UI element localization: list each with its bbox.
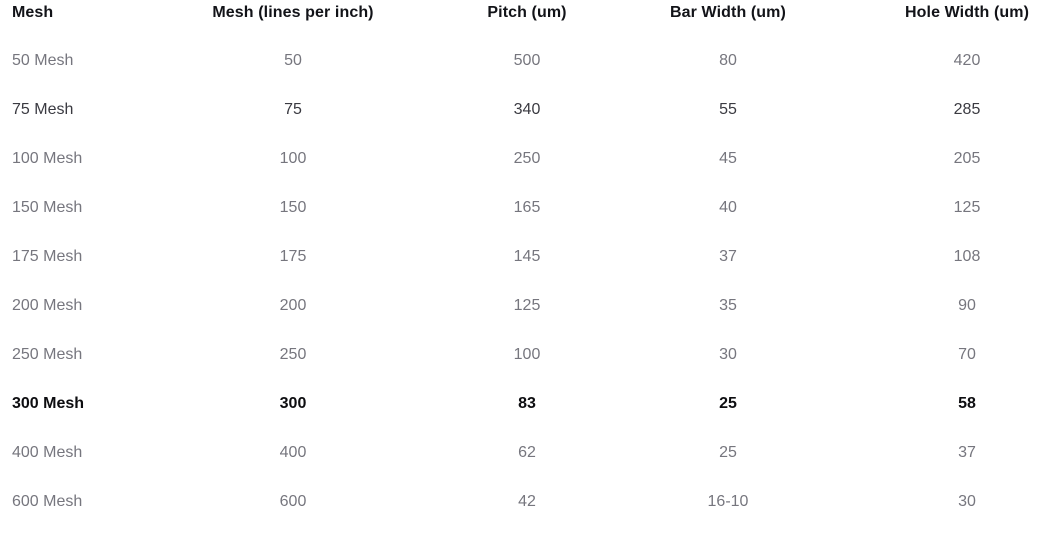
table-cell: 340 (513, 101, 541, 118)
table-cell: 100 (513, 346, 541, 363)
column-header-bar-width: Bar Width (um) (670, 4, 786, 21)
row-label: 75 Mesh (12, 101, 74, 118)
table-cell: 30 (719, 346, 737, 363)
table-cell: 40 (719, 199, 737, 216)
table-cell: 25 (719, 444, 737, 461)
table-cell: 285 (953, 101, 981, 118)
table-cell: 300 (279, 395, 307, 412)
table-cell: 62 (518, 444, 536, 461)
table-cell: 250 (513, 150, 541, 167)
mesh-specification-table: Mesh Mesh (lines per inch) Pitch (um) Ba… (0, 4, 1040, 526)
row-label: 150 Mesh (12, 199, 83, 216)
table-cell: 37 (719, 248, 737, 265)
table-row: 300 Mesh 300 83 25 58 (0, 379, 1040, 428)
table-cell: 500 (513, 52, 541, 69)
table-row: 200 Mesh 200 125 35 90 (0, 281, 1040, 330)
table-row: 100 Mesh 100 250 45 205 (0, 134, 1040, 183)
table-body: 50 Mesh 50 500 80 420 75 Mesh 75 340 55 285 100 Me… (0, 36, 1040, 526)
table-row: 400 Mesh 400 62 25 37 (0, 428, 1040, 477)
table-cell: 35 (719, 297, 737, 314)
column-header-pitch: Pitch (um) (487, 4, 567, 21)
table-cell: 16-10 (707, 493, 749, 510)
table-cell: 100 (279, 150, 307, 167)
row-label: 50 Mesh (12, 52, 74, 69)
table-cell: 125 (513, 297, 541, 314)
table-cell: 175 (279, 248, 307, 265)
table-cell: 205 (953, 150, 981, 167)
row-label: 250 Mesh (12, 346, 83, 363)
row-label: 300 Mesh (12, 395, 85, 412)
table-cell: 600 (279, 493, 307, 510)
table-cell: 145 (513, 248, 541, 265)
column-header-lines-per-inch: Mesh (lines per inch) (212, 4, 374, 21)
row-label: 400 Mesh (12, 444, 83, 461)
row-label: 175 Mesh (12, 248, 83, 265)
table-cell: 108 (953, 248, 981, 265)
row-label: 600 Mesh (12, 493, 83, 510)
table-cell: 420 (953, 52, 981, 69)
table-cell: 125 (953, 199, 981, 216)
table-header-row: Mesh Mesh (lines per inch) Pitch (um) Ba… (0, 4, 1040, 36)
table-cell: 200 (279, 297, 307, 314)
table-cell: 250 (279, 346, 307, 363)
table-row: 250 Mesh 250 100 30 70 (0, 330, 1040, 379)
table-cell: 37 (958, 444, 976, 461)
table-cell: 45 (719, 150, 737, 167)
table-row: 600 Mesh 600 42 16-10 30 (0, 477, 1040, 526)
table-row: 50 Mesh 50 500 80 420 (0, 36, 1040, 85)
column-header-mesh: Mesh (12, 4, 54, 21)
table-cell: 30 (958, 493, 976, 510)
table-cell: 70 (958, 346, 976, 363)
table-cell: 83 (518, 395, 536, 412)
table-cell: 80 (719, 52, 737, 69)
table-cell: 150 (279, 199, 307, 216)
table-row: 150 Mesh 150 165 40 125 (0, 183, 1040, 232)
table-cell: 75 (284, 101, 302, 118)
table-cell: 50 (284, 52, 302, 69)
row-label: 100 Mesh (12, 150, 83, 167)
table-cell: 58 (958, 395, 976, 412)
table-row: 75 Mesh 75 340 55 285 (0, 85, 1040, 134)
column-header-hole-width: Hole Width (um) (905, 4, 1029, 21)
table-cell: 55 (719, 101, 737, 118)
table-cell: 165 (513, 199, 541, 216)
table-cell: 90 (958, 297, 976, 314)
table-cell: 25 (719, 395, 737, 412)
table-cell: 400 (279, 444, 307, 461)
table-cell: 42 (518, 493, 536, 510)
table-row: 175 Mesh 175 145 37 108 (0, 232, 1040, 281)
row-label: 200 Mesh (12, 297, 83, 314)
